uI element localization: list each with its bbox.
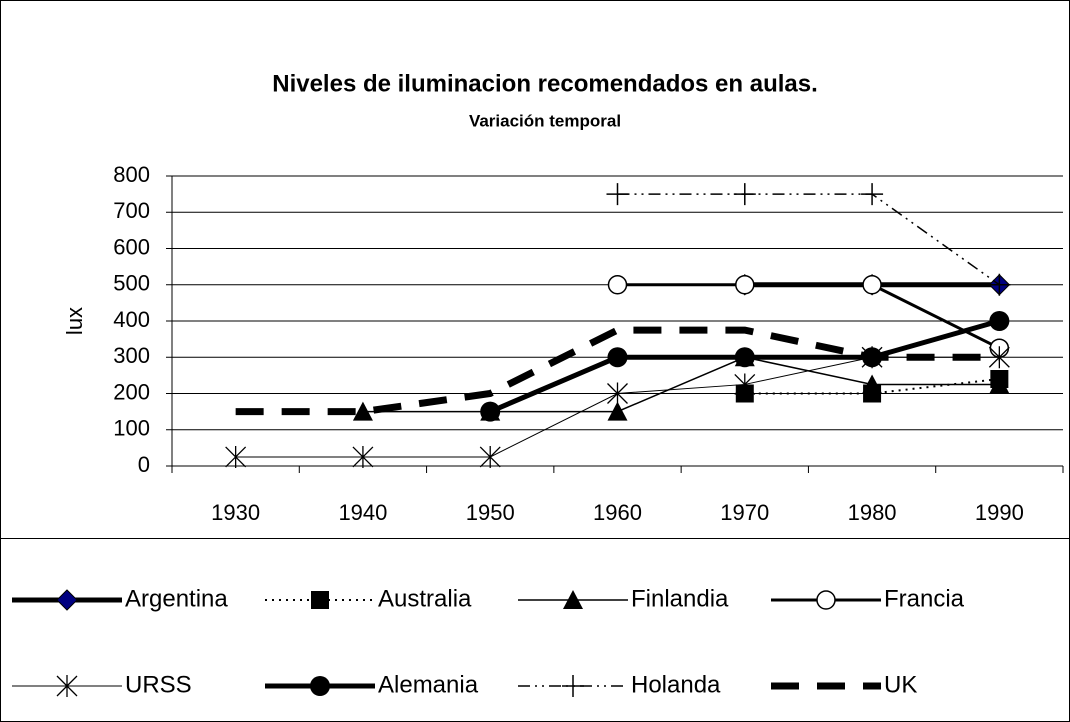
legend-marker	[562, 675, 584, 697]
data-point	[734, 373, 756, 396]
data-point	[989, 311, 1010, 331]
data-point	[480, 401, 501, 422]
legend-marker	[311, 591, 329, 609]
series-line	[235, 326, 1000, 416]
x-tick-label: 1930	[211, 500, 260, 525]
data-point	[734, 347, 755, 368]
legend-marker	[563, 590, 583, 609]
x-tick-label: 1940	[338, 500, 387, 525]
data-point	[607, 275, 628, 295]
legend-marker	[56, 675, 78, 697]
legend-label: Australia	[378, 585, 472, 612]
x-tick-label: 1980	[848, 500, 897, 525]
legend-marker	[56, 589, 78, 611]
legend-label: Francia	[884, 585, 965, 612]
data-point	[862, 374, 883, 394]
y-tick-label: 400	[113, 307, 150, 332]
data-point	[352, 401, 373, 421]
chart-subtitle: Variación temporal	[469, 111, 621, 130]
y-tick-label: 0	[138, 452, 150, 477]
data-point	[606, 183, 629, 206]
data-point	[352, 445, 374, 468]
legend-label: Argentina	[125, 585, 228, 612]
y-tick-label: 500	[113, 271, 150, 296]
legend-label: Holanda	[631, 671, 721, 698]
x-tick-label: 1950	[466, 500, 515, 525]
x-tick-label: 1990	[975, 500, 1024, 525]
series-line	[617, 283, 1001, 350]
data-point	[735, 275, 755, 295]
x-tick-label: 1960	[593, 500, 642, 525]
legend-label: Finlandia	[631, 585, 729, 612]
data-point	[733, 183, 756, 206]
x-tick-label: 1970	[720, 500, 769, 525]
series-line	[617, 193, 1000, 286]
y-tick-label: 300	[113, 343, 150, 368]
data-point	[607, 382, 628, 405]
data-point	[607, 401, 628, 421]
y-tick-label: 800	[113, 162, 150, 187]
legend-label: Alemania	[378, 671, 479, 698]
data-point	[988, 273, 1011, 296]
legend-marker	[310, 676, 330, 696]
chart-title: Niveles de iluminacion recomendados en a…	[272, 70, 818, 97]
y-tick-label: 600	[113, 234, 150, 259]
y-tick-label: 700	[113, 198, 150, 223]
data-point	[479, 445, 501, 468]
series-line	[362, 356, 1000, 413]
data-point	[862, 275, 882, 295]
legend-label: UK	[884, 671, 917, 698]
data-point	[861, 183, 884, 206]
legend-label: URSS	[125, 671, 192, 698]
y-tick-label: 200	[113, 379, 150, 404]
data-point	[225, 445, 247, 468]
y-tick-label: 100	[113, 416, 150, 441]
legend-marker	[816, 590, 836, 610]
data-point	[989, 374, 1010, 394]
y-axis-label: lux	[62, 307, 87, 335]
data-point	[607, 347, 628, 368]
